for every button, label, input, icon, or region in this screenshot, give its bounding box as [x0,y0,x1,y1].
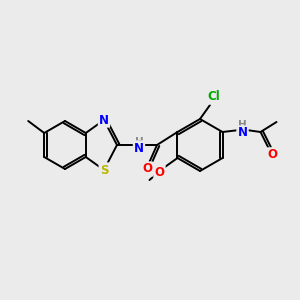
Text: N: N [99,113,109,127]
Text: O: O [154,166,164,178]
Text: Cl: Cl [208,91,220,103]
Text: H: H [238,120,247,130]
Text: N: N [238,127,248,140]
Text: O: O [268,148,278,161]
Text: H: H [135,137,143,147]
Text: S: S [100,164,108,176]
Text: O: O [142,163,152,176]
Text: N: N [134,142,144,154]
